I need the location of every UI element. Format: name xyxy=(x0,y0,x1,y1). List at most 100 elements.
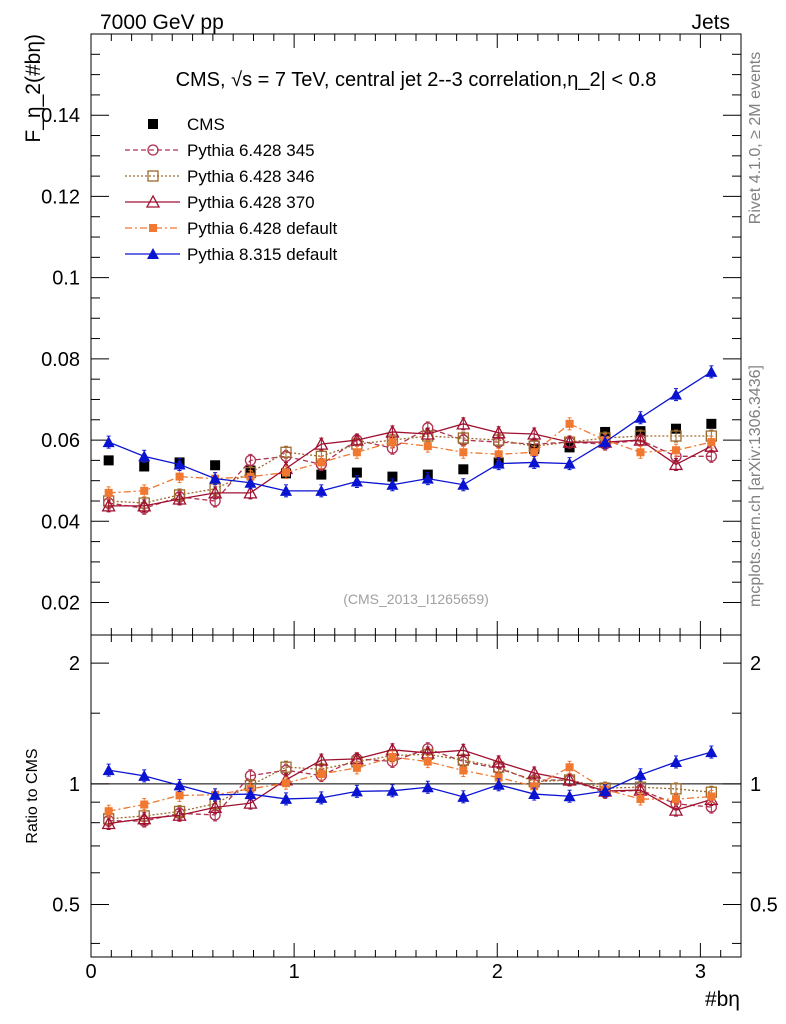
ratio-point-pythia-8-315-default xyxy=(350,785,363,797)
point-pythia-8-315-default xyxy=(209,472,222,484)
point-pythia-6-428-370 xyxy=(491,425,506,439)
ratio-point-pythia-8-315-default xyxy=(315,791,328,803)
point-pythia-6-428-370 xyxy=(314,436,329,450)
point-pythia-6-428-default xyxy=(565,419,574,428)
legend-label: CMS xyxy=(187,115,225,134)
ratio-point-pythia-6-428-370 xyxy=(491,754,506,768)
ratio-tick-label: 1 xyxy=(69,774,80,796)
y-tick-label: 0.06 xyxy=(41,430,80,452)
point-pythia-6-428-default xyxy=(282,468,290,477)
point-pythia-6-428-default xyxy=(636,448,645,457)
point-pythia-8-315-default xyxy=(280,484,292,496)
point-pythia-6-428-370 xyxy=(420,426,435,440)
point-pythia-6-428-370 xyxy=(243,485,258,499)
point-pythia-8-315-default xyxy=(244,476,257,488)
ratio-point-pythia-8-315-default xyxy=(492,778,505,790)
point-pythia-6-428-default xyxy=(352,448,361,457)
ratio-tick-label-right: 1 xyxy=(750,774,761,796)
legend-marker xyxy=(147,144,159,156)
ratio-line-pythia-6-428-346 xyxy=(108,753,712,820)
legend-marker xyxy=(149,224,157,232)
ratio-point-pythia-8-315-default xyxy=(528,788,541,800)
point-pythia-6-428-370 xyxy=(349,432,364,446)
x-tick-label: 2 xyxy=(492,961,503,983)
ratio-tick-label-right: 2 xyxy=(750,653,761,675)
ratio-point-pythia-6-428-default xyxy=(175,791,184,800)
ratio-line-pythia-8-315-default xyxy=(108,751,712,800)
point-pythia-6-428-default xyxy=(140,486,149,495)
ratio-point-pythia-6-428-370 xyxy=(668,802,684,816)
point-pythia-8-315-default xyxy=(315,484,328,496)
y-tick-label: 0.14 xyxy=(41,105,80,127)
legend-entry-pythia-6-428-370: Pythia 6.428 370 xyxy=(125,193,315,212)
ratio-point-pythia-6-428-default xyxy=(388,752,397,761)
point-cms xyxy=(139,461,150,472)
legend-label: Pythia 6.428 370 xyxy=(187,193,315,212)
point-pythia-8-315-default xyxy=(457,478,470,490)
legend-label: Pythia 6.428 default xyxy=(187,219,338,238)
ratio-point-pythia-6-428-370 xyxy=(562,772,577,786)
point-cms xyxy=(458,464,469,475)
y-tick-label: 0.08 xyxy=(41,349,80,371)
y-axis-label: F_η_2(#bη) xyxy=(22,34,45,143)
axes-ticks: 0 1 2 3 0.02 0.04 0.06 0.08 0.1 0.12 0.14 0.5 0.5 1 1 2… xyxy=(41,34,778,983)
series-pythia-6-428-345 xyxy=(103,421,717,828)
ratio-point-pythia-8-315-default xyxy=(705,746,718,758)
ratio-point-pythia-6-428-default xyxy=(565,763,574,772)
point-cms xyxy=(316,469,327,480)
legend-entry-pythia-6-428-346: Pythia 6.428 346 xyxy=(125,167,315,186)
point-pythia-6-428-370 xyxy=(101,498,116,512)
line-pythia-6-428-345 xyxy=(108,427,712,509)
ratio-point-pythia-6-428-346 xyxy=(280,761,292,773)
series-pythia-6-428-370 xyxy=(101,416,719,830)
ratio-point-pythia-8-315-default xyxy=(457,790,470,802)
header-energy-label: 7000 GeV pp xyxy=(100,11,224,34)
point-pythia-6-428-default xyxy=(104,488,113,497)
point-pythia-8-315-default xyxy=(350,475,363,487)
ratio-point-pythia-8-315-default xyxy=(670,755,682,767)
point-pythia-6-428-370 xyxy=(527,426,542,440)
point-pythia-6-428-default xyxy=(672,446,680,455)
point-cms xyxy=(351,467,362,478)
point-pythia-8-315-default xyxy=(421,472,434,484)
ratio-point-pythia-8-315-default xyxy=(244,788,257,800)
point-pythia-6-428-default xyxy=(494,450,503,459)
point-pythia-8-315-default xyxy=(634,411,647,423)
ratio-tick-label: 0.5 xyxy=(52,895,80,917)
ratio-point-pythia-8-315-default xyxy=(599,784,612,796)
mcplots-source-label: mcplots.cern.ch [arXiv:1306.3436] xyxy=(747,365,764,607)
ratio-point-pythia-6-428-default xyxy=(530,782,539,791)
ratio-point-pythia-6-428-default xyxy=(636,795,645,804)
point-pythia-6-428-default xyxy=(707,438,716,447)
ratio-point-pythia-6-428-370 xyxy=(527,765,542,779)
x-tick-label: 3 xyxy=(695,961,706,983)
point-pythia-8-315-default xyxy=(670,388,682,400)
point-cms xyxy=(706,418,717,429)
legend-label: Pythia 6.428 346 xyxy=(187,167,315,186)
ratio-point-pythia-6-428-370 xyxy=(314,752,329,766)
point-cms xyxy=(387,471,398,482)
ratio-point-pythia-6-428-default xyxy=(317,769,326,778)
point-pythia-6-428-370 xyxy=(208,485,223,499)
line-pythia-6-428-370 xyxy=(108,423,712,507)
x-tick-label: 1 xyxy=(289,961,300,983)
ratio-point-pythia-8-315-default xyxy=(138,769,151,781)
legend-label: Pythia 6.428 345 xyxy=(187,141,315,160)
x-tick-label: 0 xyxy=(85,961,96,983)
y-tick-label: 0.1 xyxy=(52,268,80,290)
ratio-point-pythia-6-428-default xyxy=(104,807,113,816)
ratio-point-pythia-6-428-default xyxy=(494,773,503,782)
chart-title: CMS, √s = 7 TeV, central jet 2--3 correl… xyxy=(176,69,657,91)
point-pythia-6-428-345 xyxy=(244,454,257,467)
legend-marker xyxy=(148,119,158,129)
point-pythia-6-428-346 xyxy=(280,446,292,458)
header-category-label: Jets xyxy=(691,11,730,34)
ratio-point-pythia-8-315-default xyxy=(209,788,222,800)
point-pythia-6-428-default xyxy=(388,438,397,447)
point-pythia-8-315-default xyxy=(599,436,612,448)
ratio-point-pythia-6-428-370 xyxy=(456,742,471,756)
legend: CMS Pythia 6.428 345 Pythia 6.428 346 Pythi… xyxy=(125,115,338,264)
ratio-point-pythia-8-315-default xyxy=(386,784,399,796)
ratio-point-pythia-6-428-default xyxy=(672,795,680,804)
